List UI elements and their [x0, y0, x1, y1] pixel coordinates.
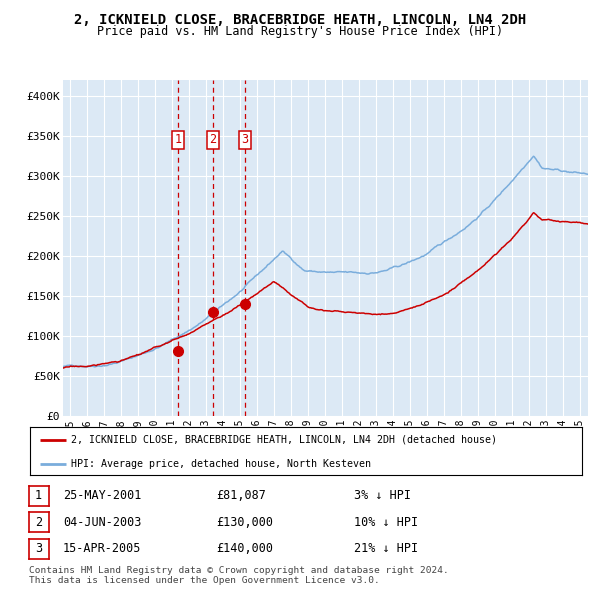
Text: 21% ↓ HPI: 21% ↓ HPI	[354, 542, 418, 555]
Text: 10% ↓ HPI: 10% ↓ HPI	[354, 516, 418, 529]
Text: £140,000: £140,000	[216, 542, 273, 555]
Text: 3: 3	[241, 133, 248, 146]
Text: 04-JUN-2003: 04-JUN-2003	[63, 516, 142, 529]
Text: 1: 1	[175, 133, 182, 146]
Text: 15-APR-2005: 15-APR-2005	[63, 542, 142, 555]
Text: 3% ↓ HPI: 3% ↓ HPI	[354, 489, 411, 502]
Text: £81,087: £81,087	[216, 489, 266, 502]
Text: HPI: Average price, detached house, North Kesteven: HPI: Average price, detached house, Nort…	[71, 459, 371, 469]
Text: 2, ICKNIELD CLOSE, BRACEBRIDGE HEATH, LINCOLN, LN4 2DH: 2, ICKNIELD CLOSE, BRACEBRIDGE HEATH, LI…	[74, 13, 526, 27]
Text: 2: 2	[35, 516, 42, 529]
Text: Contains HM Land Registry data © Crown copyright and database right 2024.
This d: Contains HM Land Registry data © Crown c…	[29, 566, 449, 585]
Text: 25-MAY-2001: 25-MAY-2001	[63, 489, 142, 502]
Text: 3: 3	[35, 542, 42, 555]
Text: 2, ICKNIELD CLOSE, BRACEBRIDGE HEATH, LINCOLN, LN4 2DH (detached house): 2, ICKNIELD CLOSE, BRACEBRIDGE HEATH, LI…	[71, 435, 497, 445]
Text: Price paid vs. HM Land Registry's House Price Index (HPI): Price paid vs. HM Land Registry's House …	[97, 25, 503, 38]
Text: 2: 2	[209, 133, 217, 146]
Text: £130,000: £130,000	[216, 516, 273, 529]
Text: 1: 1	[35, 489, 42, 502]
